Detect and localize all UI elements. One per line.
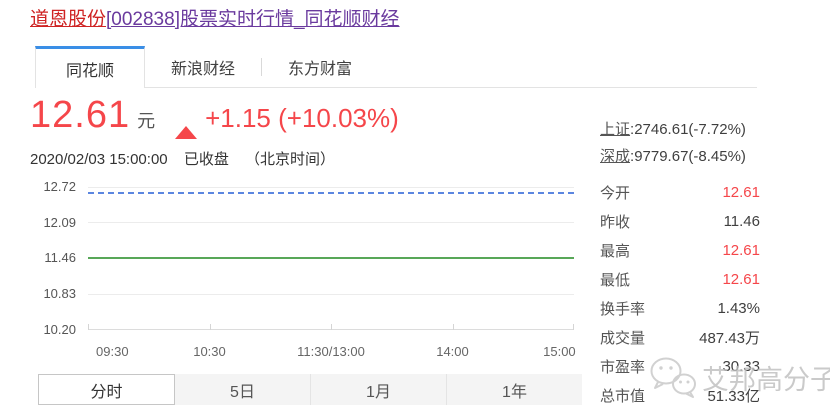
x-tick-label: 14:00	[436, 344, 469, 359]
page-title-link[interactable]: 道恩股份[002838]股票实时行情_同花顺财经	[30, 8, 400, 32]
price-change: +1.15 (+10.03%)	[205, 103, 399, 133]
x-tick-label: 10:30	[193, 344, 226, 359]
tab-divider	[261, 57, 262, 76]
source-tab-strip: 同花顺 新浪财经 东方财富	[35, 46, 757, 88]
stats-list: 今开 12.61 昨收 11.46 最高 12.61 最低 12.61 换手率 …	[600, 178, 760, 410]
up-arrow-icon	[175, 109, 198, 139]
x-tick-label: 15:00	[543, 344, 576, 359]
index-row-shenzhen: 深成:9779.67(-8.45%)	[600, 143, 760, 170]
stat-row-pe-ratio: 市盈率 30.33	[600, 352, 760, 381]
gridline	[88, 222, 574, 223]
x-tick-label: 11:30/13:00	[297, 344, 365, 359]
page-title-stock-name[interactable]: 道恩股份	[30, 9, 107, 30]
stat-value: 12.61	[722, 242, 760, 259]
stat-row-open: 今开 12.61	[600, 178, 760, 207]
price-unit: 元	[137, 111, 156, 131]
shanghai-index-link[interactable]: 上证	[600, 121, 631, 138]
shanghai-index-value: 2746.61(-7.72%)	[634, 121, 746, 138]
stat-label: 昨收	[600, 214, 631, 231]
index-colon: :	[630, 148, 635, 165]
page-title-suffix[interactable]: [002838]股票实时行情_同花顺财经	[106, 9, 400, 30]
y-tick-label: 11.46	[44, 250, 76, 265]
tab-eastmoney[interactable]: 东方财富	[287, 60, 352, 78]
stat-row-turnover-rate: 换手率 1.43%	[600, 294, 760, 323]
stat-label: 市盈率	[600, 359, 646, 376]
stat-label: 最高	[600, 243, 631, 260]
shenzhen-index-value: 9779.67(-8.45%)	[634, 148, 746, 165]
range-tab-5day[interactable]: 5日	[175, 374, 311, 405]
stat-row-low: 最低 12.61	[600, 265, 760, 294]
index-row-shanghai: 上证:2746.61(-7.72%)	[600, 116, 760, 143]
quote-datetime: 2020/02/03 15:00:00	[30, 151, 168, 168]
shenzhen-index-link[interactable]: 深成	[600, 148, 631, 165]
x-axis-tick	[88, 324, 89, 330]
range-tab-intraday[interactable]: 分时	[38, 374, 175, 405]
x-axis-tick	[331, 324, 332, 330]
stat-row-prev-close: 昨收 11.46	[600, 207, 760, 236]
price-line	[88, 192, 574, 194]
stat-row-volume: 成交量 487.43万	[600, 323, 760, 352]
stat-label: 成交量	[600, 330, 646, 347]
market-status: 已收盘	[183, 151, 229, 168]
quote-datetime-row: 2020/02/03 15:00:00 已收盘 （北京时间）	[30, 148, 347, 169]
tab-tonghuashun[interactable]: 同花顺	[35, 46, 145, 88]
y-tick-label: 12.09	[43, 215, 76, 230]
intraday-chart: 12.72 12.09 11.46 10.83 10.20 09:30 10:3…	[30, 178, 578, 364]
x-axis-tick	[209, 324, 211, 330]
stat-value: 1.43%	[717, 300, 760, 317]
stat-value: 51.33亿	[707, 388, 760, 405]
y-tick-label: 12.72	[43, 179, 76, 194]
stat-value: 12.61	[722, 184, 760, 201]
stat-label: 换手率	[600, 301, 646, 318]
stat-row-high: 最高 12.61	[600, 236, 760, 265]
tab-sina-finance[interactable]: 新浪财经	[170, 60, 235, 78]
gridline	[88, 187, 574, 188]
gridline	[88, 294, 574, 295]
x-axis-tick	[452, 324, 454, 330]
y-tick-label: 10.83	[43, 286, 76, 301]
stat-row-market-cap: 总市值 51.33亿	[600, 381, 760, 410]
stat-value: 11.46	[723, 213, 760, 230]
current-price: 12.61	[30, 94, 131, 136]
stat-value: 30.33	[722, 358, 760, 375]
range-tab-1year[interactable]: 1年	[447, 374, 582, 405]
stat-label: 今开	[600, 185, 631, 202]
stat-value: 487.43万	[699, 330, 760, 347]
quote-row: 12.61 元 +1.15 (+10.03%)	[30, 94, 399, 139]
x-tick-label: 09:30	[96, 344, 129, 359]
stat-label: 总市值	[600, 388, 646, 405]
y-tick-label: 10.20	[43, 322, 76, 337]
range-tab-1month[interactable]: 1月	[311, 374, 447, 405]
right-panel: 上证:2746.61(-7.72%) 深成:9779.67(-8.45%) 今开…	[600, 116, 760, 410]
chart-plot-area	[88, 187, 574, 330]
stat-label: 最低	[600, 272, 631, 289]
stat-value: 12.61	[722, 271, 760, 288]
chart-range-tabs: 分时 5日 1月 1年	[38, 374, 582, 405]
prev-close-line	[88, 257, 574, 259]
index-colon: :	[630, 121, 635, 138]
x-axis-labels: 09:30 10:30 11:30/13:00 14:00 15:00	[88, 344, 576, 360]
x-axis-tick	[573, 324, 574, 330]
timezone-note: （北京时间）	[245, 151, 336, 168]
